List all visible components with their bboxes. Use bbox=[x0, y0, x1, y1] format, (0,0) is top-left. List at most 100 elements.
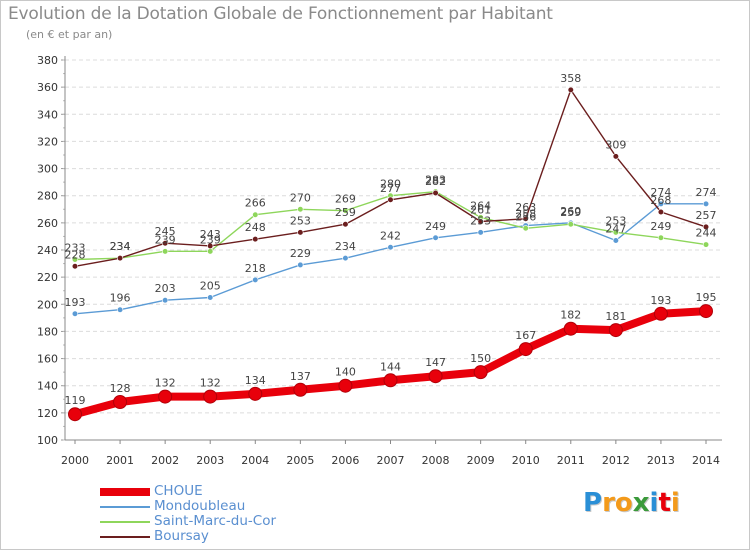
data-point bbox=[294, 383, 307, 396]
legend-swatch bbox=[100, 506, 150, 508]
data-label: 229 bbox=[290, 247, 311, 260]
x-tick-label: 2003 bbox=[196, 454, 224, 467]
data-label: 242 bbox=[380, 229, 401, 242]
data-point bbox=[654, 307, 667, 320]
data-label: 269 bbox=[335, 193, 356, 206]
data-point bbox=[429, 370, 442, 383]
y-tick-label: 280 bbox=[37, 190, 58, 203]
data-point bbox=[564, 322, 577, 335]
proxiti-logo: Proxiti bbox=[583, 488, 680, 518]
data-label: 248 bbox=[245, 221, 266, 234]
data-label: 119 bbox=[65, 394, 86, 407]
data-point bbox=[343, 221, 349, 227]
data-label: 259 bbox=[560, 206, 581, 219]
legend-label: Boursay bbox=[154, 529, 209, 544]
logo-letter-i-2: i bbox=[671, 488, 680, 518]
legend-label: Saint-Marc-du-Cor bbox=[154, 514, 276, 529]
data-point bbox=[298, 262, 304, 268]
data-point bbox=[207, 295, 213, 301]
data-point bbox=[703, 242, 709, 248]
y-tick-label: 320 bbox=[37, 135, 58, 148]
data-point bbox=[117, 255, 123, 261]
data-label: 195 bbox=[696, 291, 717, 304]
logo-letter-p: P bbox=[583, 488, 602, 518]
logo-letters-ro: ro bbox=[602, 488, 633, 518]
data-point bbox=[298, 206, 304, 212]
y-tick-label: 260 bbox=[37, 217, 58, 230]
legend: CHOUE Mondoubleau Saint-Marc-du-Cor Boursay bbox=[100, 484, 276, 544]
x-tick-label: 2010 bbox=[512, 454, 540, 467]
data-label: 268 bbox=[650, 194, 671, 207]
data-label: 243 bbox=[200, 228, 221, 241]
data-point bbox=[298, 230, 304, 236]
data-label: 249 bbox=[650, 220, 671, 233]
x-tick-label: 2011 bbox=[557, 454, 585, 467]
logo-letter-x: x bbox=[633, 488, 650, 518]
data-label: 181 bbox=[605, 310, 626, 323]
y-tick-label: 300 bbox=[37, 163, 58, 176]
data-label: 140 bbox=[335, 366, 356, 379]
line-chart: 1001201401601802002202402602803003203403… bbox=[0, 0, 750, 550]
data-point bbox=[388, 197, 394, 203]
data-label: 196 bbox=[110, 292, 131, 305]
data-point bbox=[72, 263, 78, 269]
data-point bbox=[433, 235, 439, 241]
data-label: 274 bbox=[696, 186, 717, 199]
data-label: 182 bbox=[560, 309, 581, 322]
x-tick-label: 2001 bbox=[106, 454, 134, 467]
legend-label: CHOUE bbox=[154, 484, 203, 499]
legend-swatch bbox=[100, 521, 150, 523]
data-label: 253 bbox=[605, 214, 626, 227]
data-point bbox=[568, 221, 574, 227]
data-point bbox=[700, 305, 713, 318]
y-tick-label: 140 bbox=[37, 380, 58, 393]
y-tick-label: 200 bbox=[37, 298, 58, 311]
data-label: 257 bbox=[696, 209, 717, 222]
data-label: 218 bbox=[245, 262, 266, 275]
data-point bbox=[204, 390, 217, 403]
data-point bbox=[159, 390, 172, 403]
x-tick-label: 2006 bbox=[331, 454, 359, 467]
data-point bbox=[339, 379, 352, 392]
data-point bbox=[114, 396, 127, 409]
legend-label: Mondoubleau bbox=[154, 499, 245, 514]
data-label: 203 bbox=[155, 282, 176, 295]
x-tick-label: 2005 bbox=[286, 454, 314, 467]
legend-item: Saint-Marc-du-Cor bbox=[100, 514, 276, 529]
data-label: 134 bbox=[245, 374, 266, 387]
x-tick-label: 2002 bbox=[151, 454, 179, 467]
x-tick-label: 2012 bbox=[602, 454, 630, 467]
data-label: 244 bbox=[696, 227, 717, 240]
data-point bbox=[478, 230, 484, 236]
data-point bbox=[433, 190, 439, 196]
legend-item: Boursay bbox=[100, 529, 276, 544]
data-label: 150 bbox=[470, 352, 491, 365]
data-point bbox=[568, 87, 574, 93]
data-label: 277 bbox=[380, 182, 401, 195]
data-label: 282 bbox=[425, 175, 446, 188]
data-point bbox=[658, 209, 664, 215]
data-label: 249 bbox=[425, 220, 446, 233]
data-label: 259 bbox=[335, 206, 356, 219]
data-point bbox=[613, 238, 619, 244]
data-label: 270 bbox=[290, 191, 311, 204]
data-point bbox=[72, 311, 78, 317]
x-tick-label: 2000 bbox=[61, 454, 89, 467]
legend-item: Mondoubleau bbox=[100, 499, 276, 514]
data-point bbox=[249, 387, 262, 400]
y-tick-label: 220 bbox=[37, 271, 58, 284]
data-point bbox=[609, 324, 622, 337]
data-label: 358 bbox=[560, 72, 581, 85]
y-tick-label: 180 bbox=[37, 325, 58, 338]
x-tick-label: 2004 bbox=[241, 454, 269, 467]
data-point bbox=[519, 343, 532, 356]
data-label: 263 bbox=[515, 201, 536, 214]
legend-swatch bbox=[100, 536, 150, 538]
x-tick-label: 2014 bbox=[692, 454, 720, 467]
data-point bbox=[388, 244, 394, 250]
x-tick-label: 2008 bbox=[422, 454, 450, 467]
data-label: 167 bbox=[515, 329, 536, 342]
data-label: 193 bbox=[650, 294, 671, 307]
data-point bbox=[343, 255, 349, 261]
y-tick-label: 120 bbox=[37, 407, 58, 420]
